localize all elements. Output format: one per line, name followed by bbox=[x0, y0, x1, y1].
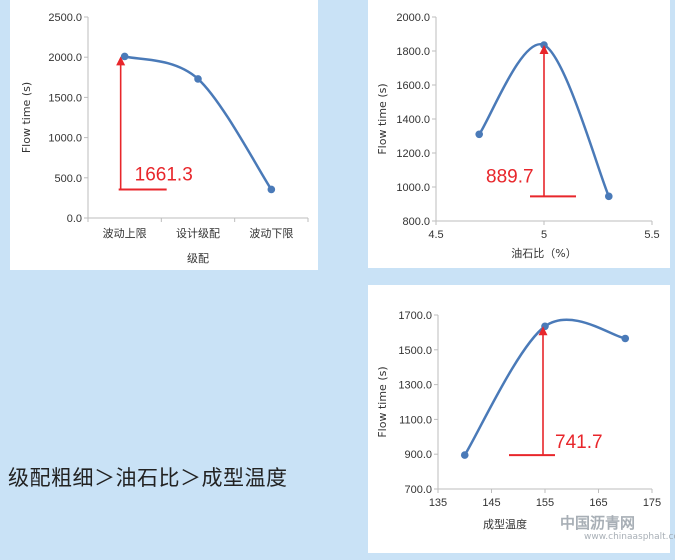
data-point bbox=[120, 52, 129, 61]
x-tick-label: 175 bbox=[643, 497, 661, 509]
annotation-arrow-head bbox=[538, 326, 548, 336]
x-tick-label: 135 bbox=[429, 497, 447, 509]
x-tick-label: 5 bbox=[541, 229, 547, 241]
x-axis-title: 油石比（%） bbox=[511, 246, 576, 260]
y-tick-label: 2500.0 bbox=[48, 12, 82, 24]
y-tick-label: 700.0 bbox=[404, 484, 432, 496]
x-tick-label: 4.5 bbox=[428, 229, 443, 241]
annotation-arrow-head bbox=[539, 45, 549, 55]
x-category-label: 波动下限 bbox=[249, 227, 293, 240]
y-axis-title: Flow time (s) bbox=[20, 82, 33, 153]
data-point bbox=[475, 130, 483, 139]
data-point bbox=[267, 185, 276, 194]
annotation-value: 741.7 bbox=[555, 432, 603, 453]
x-axis-title: 级配 bbox=[187, 252, 209, 265]
chart-asphalt-ratio: 800.0 1000.0 1200.0 1400.0 1600.0 1800.0 2000.… bbox=[376, 12, 660, 260]
y-tick-label: 0.0 bbox=[67, 213, 82, 225]
x-category-label: 波动上限 bbox=[103, 227, 147, 240]
y-tick-label: 1500.0 bbox=[398, 345, 432, 357]
y-tick-label: 900.0 bbox=[404, 449, 432, 461]
y-tick-label: 2000.0 bbox=[396, 12, 430, 24]
annotation-arrow-head bbox=[116, 56, 126, 66]
chart-molding-temperature-panel: 700.0 900.0 1100.0 1300.0 1500.0 1700.0 135 145… bbox=[368, 285, 670, 553]
annotation-value: 1661.3 bbox=[135, 164, 193, 185]
y-axis-title: Flow time (s) bbox=[376, 83, 389, 154]
y-tick-label: 1000.0 bbox=[396, 182, 430, 194]
annotation-value: 889.7 bbox=[486, 166, 534, 187]
y-tick-label: 1200.0 bbox=[396, 148, 430, 160]
y-tick-label: 500.0 bbox=[54, 173, 82, 185]
x-category-label: 设计级配 bbox=[176, 227, 220, 240]
y-tick-label: 1600.0 bbox=[396, 80, 430, 92]
data-point bbox=[621, 334, 630, 343]
x-tick-label: 145 bbox=[482, 497, 500, 509]
y-tick-label: 2000.0 bbox=[48, 52, 82, 64]
chart-molding-temperature: 700.0 900.0 1100.0 1300.0 1500.0 1700.0 135 145… bbox=[376, 310, 661, 531]
data-point bbox=[605, 192, 613, 201]
watermark-url: www.chinaasphalt.com bbox=[584, 532, 675, 542]
x-tick-label: 155 bbox=[536, 497, 554, 509]
chart-asphalt-ratio-panel: 800.0 1000.0 1200.0 1400.0 1600.0 1800.0 2000.… bbox=[368, 0, 670, 268]
y-tick-label: 1400.0 bbox=[396, 114, 430, 126]
conclusion-text: 级配粗细＞油石比＞成型温度 bbox=[8, 466, 288, 490]
y-tick-label: 1100.0 bbox=[399, 414, 432, 426]
y-tick-label: 1700.0 bbox=[398, 310, 432, 322]
y-tick-label: 1500.0 bbox=[48, 92, 82, 104]
y-tick-label: 800.0 bbox=[402, 216, 430, 228]
x-axis-title: 成型温度 bbox=[483, 517, 527, 531]
y-tick-label: 1300.0 bbox=[398, 380, 432, 392]
watermark-logo: 中国沥青网 bbox=[560, 514, 636, 532]
y-axis-title: Flow time (s) bbox=[376, 366, 389, 437]
x-tick-label: 5.5 bbox=[644, 229, 659, 241]
x-tick-label: 165 bbox=[589, 497, 607, 509]
chart-gradation-panel: 0.0 500.0 1000.0 1500.0 2000.0 2500.0 波动上限 设计级配… bbox=[10, 0, 318, 270]
data-point bbox=[194, 75, 202, 83]
data-point bbox=[460, 451, 469, 459]
chart-gradation: 0.0 500.0 1000.0 1500.0 2000.0 2500.0 波动上限 设计级配… bbox=[20, 12, 309, 265]
y-tick-label: 1000.0 bbox=[48, 133, 82, 145]
y-tick-label: 1800.0 bbox=[396, 46, 430, 58]
